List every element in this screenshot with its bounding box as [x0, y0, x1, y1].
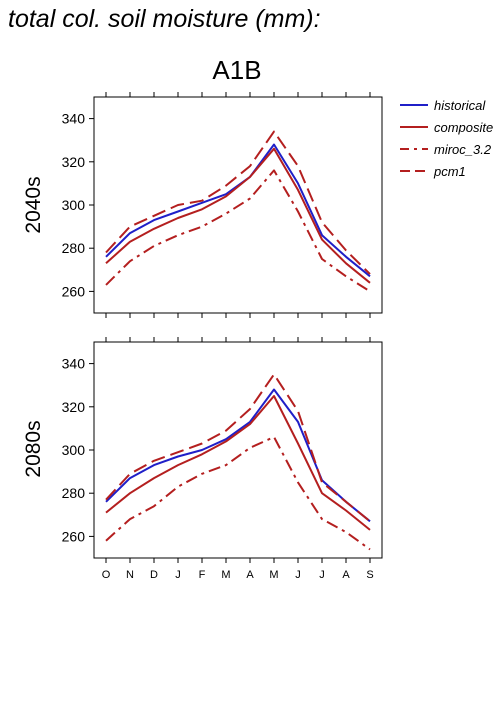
y-tick-label: 260	[62, 283, 86, 299]
y-tick-label: 320	[62, 399, 86, 415]
series-line-historical	[105, 143, 371, 278]
legend-label: historical	[434, 98, 486, 113]
plot-frame	[93, 341, 383, 559]
scenario-title: A1B	[212, 55, 261, 85]
x-tick-label: M	[221, 569, 230, 581]
x-tick-label: J	[319, 569, 325, 581]
y-tick-label: 280	[62, 485, 86, 501]
y-tick-label: 340	[62, 356, 86, 372]
row-label-2040s: 2040s	[22, 176, 45, 233]
x-tick-label: A	[342, 569, 350, 581]
legend-label: composite	[434, 120, 493, 135]
series-line-composite	[105, 147, 371, 284]
legend-label: miroc_3.2	[434, 142, 492, 157]
x-tick-label: D	[150, 569, 158, 581]
figure-title: total col. soil moisture (mm):	[8, 5, 321, 33]
legend: historical composite miroc_3.2 pcm1	[400, 98, 493, 179]
y-tick-label: 260	[62, 528, 86, 544]
y-tick-label: 300	[62, 442, 86, 458]
series-line-miroc-3-2	[105, 169, 371, 293]
x-tick-label: O	[102, 569, 111, 581]
y-tick-label: 320	[62, 154, 86, 170]
series-line-pcm1	[105, 130, 371, 275]
x-tick-label: J	[295, 569, 301, 581]
y-tick-label: 280	[62, 240, 86, 256]
x-tick-label: N	[126, 569, 134, 581]
x-tick-label: F	[199, 569, 206, 581]
series-line-composite	[105, 395, 371, 531]
y-tick-label: 340	[62, 111, 86, 127]
legend-label: pcm1	[433, 164, 466, 179]
x-tick-label: A	[246, 569, 254, 581]
panel-2040s: 260 280 300 320 340	[62, 92, 383, 318]
x-tick-label: S	[366, 569, 373, 581]
x-tick-label: M	[269, 569, 278, 581]
series-line-miroc-3-2	[105, 436, 371, 551]
x-tick-label: J	[175, 569, 181, 581]
panel-2080s: 260 280 300 320 340 O N D J F M A M J J A S	[62, 337, 383, 581]
row-label-2080s: 2080s	[22, 420, 45, 477]
series-line-historical	[105, 388, 371, 523]
y-tick-label: 300	[62, 197, 86, 213]
